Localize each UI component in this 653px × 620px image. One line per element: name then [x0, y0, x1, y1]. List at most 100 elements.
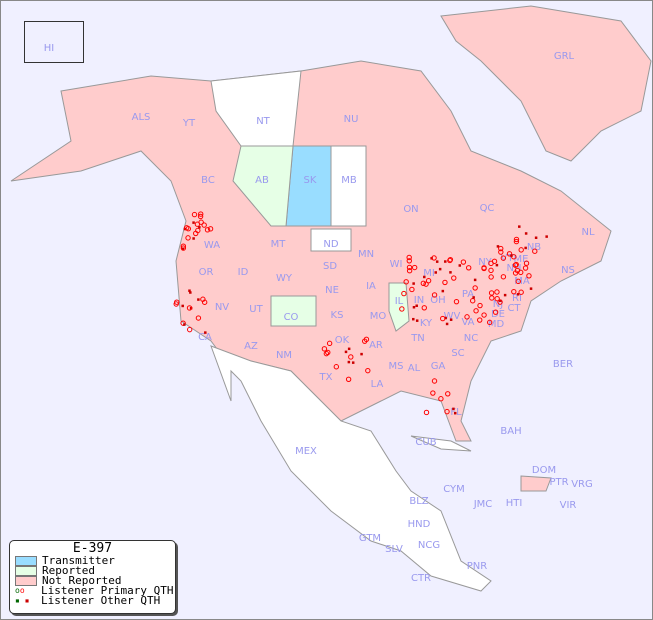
listener-other-marker: [181, 247, 185, 251]
region-MEX: [210, 345, 492, 592]
legend-label: Not Reported: [42, 574, 122, 587]
region-label-LA: LA: [371, 379, 384, 390]
listener-primary-marker: [345, 376, 352, 382]
small-square-icon: ▪ ▪: [15, 596, 30, 605]
region-label-BER: BER: [553, 359, 573, 370]
listener-primary-marker: [451, 275, 457, 281]
region-label-MI: MI: [423, 268, 435, 279]
listener-other-marker: [412, 305, 416, 309]
listener-primary-marker: [425, 277, 432, 284]
region-label-GA: GA: [431, 361, 446, 372]
listener-primary-marker: [518, 289, 524, 295]
region-label-IN: IN: [414, 295, 424, 306]
region-label-AB: AB: [255, 175, 269, 186]
listener-primary-marker: [513, 236, 520, 243]
listener-primary-marker: [494, 289, 500, 295]
region-label-BAH: BAH: [500, 426, 521, 437]
listener-primary-marker: [497, 299, 503, 305]
region-label-CA: CA: [198, 332, 212, 343]
listener-other-marker: [415, 304, 418, 307]
region-label-NV: NV: [215, 302, 229, 313]
listener-primary-marker: [406, 258, 412, 264]
region-DOM: [520, 475, 552, 492]
region-label-CT: CT: [507, 303, 521, 314]
listener-primary-marker: [323, 350, 330, 357]
legend-title: E-397: [72, 541, 113, 556]
listener-other-marker: [434, 271, 438, 274]
listener-other-marker: [545, 235, 548, 238]
listener-primary-marker: [195, 227, 201, 234]
listener-other-marker: [189, 306, 193, 310]
listener-other-marker: [524, 246, 527, 250]
region-label-NY: NY: [478, 257, 492, 268]
listener-other-marker: [496, 245, 500, 248]
region-label-PTR: PTR: [549, 477, 568, 488]
listener-other-marker: [449, 318, 453, 321]
legend-not-reported: Not Reported: [10, 574, 175, 587]
region-label-MA: MA: [514, 276, 530, 287]
region-label-ME: ME: [514, 254, 529, 265]
listener-primary-marker: [500, 274, 507, 280]
listener-primary-marker: [513, 261, 519, 268]
region-label-NS: NS: [561, 265, 575, 276]
listener-primary-marker: [431, 378, 438, 384]
region-label-MS: MS: [389, 361, 404, 372]
listener-primary-marker: [204, 227, 211, 233]
listener-primary-marker: [477, 317, 483, 323]
listener-primary-marker: [183, 225, 190, 231]
legend-label: Listener Primary QTH: [41, 584, 174, 597]
region-label-NT: NT: [256, 116, 270, 127]
region-label-WI: WI: [390, 259, 403, 270]
listener-primary-marker: [180, 320, 186, 326]
region-label-CTR: CTR: [411, 573, 431, 584]
listener-other-marker: [449, 271, 452, 274]
legend-transmitter: Transmitter: [10, 555, 175, 566]
region-label-MEX: MEX: [295, 446, 317, 457]
transmitter-swatch: [15, 556, 37, 566]
region-label-OR: OR: [199, 267, 214, 278]
listener-primary-marker: [348, 354, 354, 360]
region-label-ID: ID: [238, 267, 249, 278]
region-label-MO: MO: [370, 311, 387, 322]
region-label-CYM: CYM: [443, 484, 465, 495]
region-label-NJ: NJ: [493, 299, 503, 310]
listener-primary-marker: [194, 221, 201, 227]
region-label-WV: WV: [444, 311, 461, 322]
listener-primary-marker: [518, 247, 524, 253]
listener-other-marker: [444, 316, 447, 320]
listener-primary-marker: [198, 211, 204, 217]
listener-primary-marker: [420, 280, 427, 287]
region-label-AR: AR: [369, 340, 383, 351]
listener-other-marker: [445, 322, 449, 326]
listener-primary-marker: [514, 267, 521, 274]
listener-other-marker: [423, 275, 426, 279]
listener-primary-marker: [197, 213, 204, 220]
listener-other-marker: [473, 278, 477, 282]
listener-primary-marker: [523, 260, 530, 266]
region-label-NCG: NCG: [418, 540, 440, 551]
region-label-KY: KY: [420, 318, 433, 329]
listener-other-marker: [192, 237, 195, 240]
region-label-MD: MD: [488, 319, 505, 330]
listener-other-marker: [516, 293, 520, 296]
listener-other-marker: [472, 296, 475, 299]
region-label-NL: NL: [581, 227, 594, 238]
region-label-KS: KS: [331, 310, 344, 321]
listener-other-marker: [534, 236, 538, 240]
listener-other-marker: [360, 352, 363, 356]
legend: E-397 Transmitter Reported Not Reported …: [9, 540, 176, 614]
listener-other-marker: [524, 232, 528, 235]
listener-primary-marker: [431, 255, 437, 261]
region-label-YT: YT: [182, 118, 196, 129]
region-label-ALS: ALS: [132, 112, 151, 123]
listener-primary-marker: [325, 349, 331, 356]
region-label-HTI: HTI: [506, 498, 523, 509]
region-CO: [270, 295, 317, 327]
listener-primary-marker: [326, 340, 333, 347]
listener-primary-marker: [200, 296, 206, 302]
listener-primary-marker: [399, 306, 405, 312]
listener-other-marker: [183, 323, 186, 326]
listener-primary-marker: [423, 281, 429, 287]
